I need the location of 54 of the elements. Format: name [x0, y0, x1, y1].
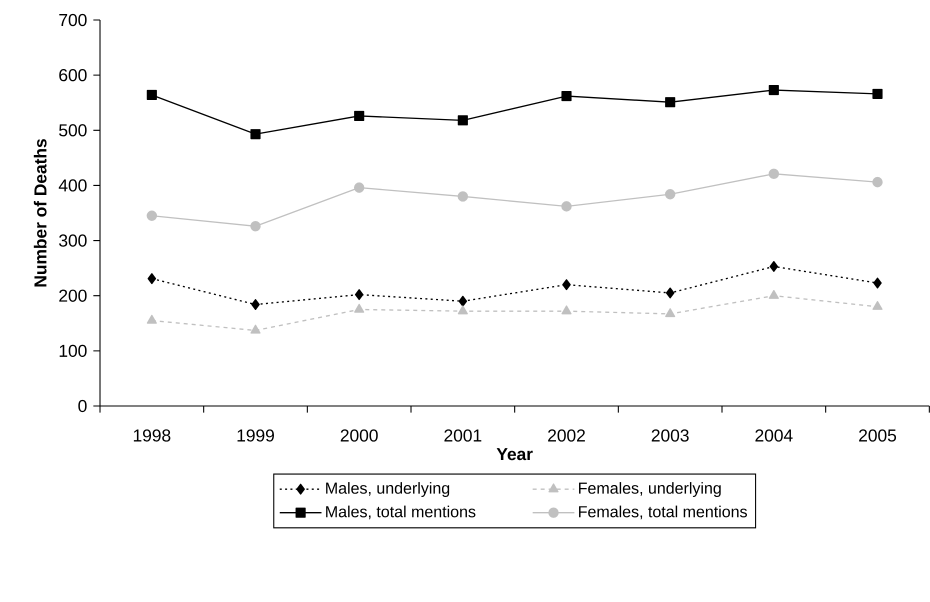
point [768, 168, 780, 180]
point [148, 273, 156, 284]
point [250, 129, 261, 140]
point [665, 308, 676, 318]
point [770, 261, 778, 272]
y-tick-label: 600 [59, 69, 87, 82]
point [561, 201, 572, 212]
point [250, 324, 261, 334]
point [251, 299, 260, 310]
x-tick-label: 1998 [134, 429, 170, 442]
y-tick-label: 700 [59, 14, 87, 26]
x-tick-label: 2005 [859, 429, 896, 442]
point [665, 97, 676, 108]
point [664, 189, 676, 200]
point [458, 115, 468, 126]
legend-label: Females, total mentions [579, 506, 747, 520]
point [872, 301, 883, 310]
legend-label: Males, total mentions [326, 506, 476, 520]
point [873, 278, 882, 288]
x-axis-title: Year [496, 448, 533, 460]
y-axis-title: Number of Deaths [34, 139, 47, 286]
point [146, 90, 157, 100]
x-tick-label: 2002 [548, 429, 585, 442]
y-tick-label: 300 [59, 234, 87, 247]
point [354, 289, 364, 300]
x-tick-label: 2004 [755, 429, 793, 442]
y-tick-label: 0 [78, 400, 87, 412]
point [146, 210, 158, 221]
point [146, 314, 157, 324]
point [872, 88, 883, 99]
point [561, 91, 572, 102]
point [250, 221, 261, 232]
y-tick-label: 500 [59, 124, 87, 136]
point [354, 182, 364, 193]
point [768, 290, 779, 299]
x-tick-label: 1999 [238, 429, 274, 442]
x-tick-label: 2000 [340, 429, 378, 442]
x-tick-label: 2003 [652, 429, 689, 442]
y-tick-label: 200 [59, 290, 87, 302]
legend-label: Males, underlying [326, 482, 450, 497]
point [561, 305, 572, 314]
x-tick-label: 2001 [444, 429, 482, 442]
point [458, 296, 468, 307]
point [354, 304, 364, 313]
point [666, 287, 674, 298]
legend-label: Females, underlying [579, 482, 721, 497]
y-tick-label: 100 [60, 344, 87, 357]
y-tick-label: 400 [58, 179, 87, 192]
point [354, 110, 364, 122]
point [562, 279, 571, 290]
point [872, 176, 883, 188]
point [458, 191, 468, 202]
point [768, 84, 779, 96]
point [458, 305, 468, 314]
